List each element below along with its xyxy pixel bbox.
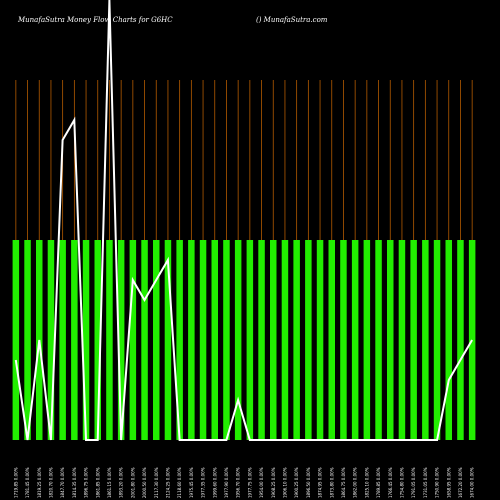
x-tick-label: 1896.50 0.00% (306, 467, 311, 498)
x-tick-label: 1731.05 0.00% (423, 467, 428, 498)
flow-bar (281, 240, 289, 440)
flow-bar (47, 240, 55, 440)
x-tick-label: 2124.25 0.00% (165, 467, 170, 498)
x-tick-label: 1999.60 0.00% (212, 467, 217, 498)
flow-bar (82, 240, 90, 440)
x-tick-label: 1862.00 0.00% (353, 467, 358, 498)
flow-bar (234, 240, 242, 440)
x-tick-label: 1864.75 0.00% (341, 467, 346, 498)
x-tick-label: 1820.70 0.00% (48, 467, 53, 498)
x-tick-label: 1873.80 0.00% (329, 467, 334, 498)
flow-bar (246, 240, 254, 440)
flow-bar (422, 240, 429, 440)
flow-bar (305, 240, 312, 440)
flow-bar (328, 240, 335, 440)
flow-bar (387, 240, 394, 440)
flow-bar (270, 240, 277, 440)
x-tick-label: 1750.90 0.00% (435, 467, 440, 498)
flow-bar (211, 240, 218, 440)
x-tick-label: 1906.10 0.00% (282, 467, 287, 498)
x-tick-label: 1874.95 0.00% (318, 467, 323, 498)
x-tick-label: 1789.85 0.00% (376, 467, 381, 498)
flow-bar (293, 240, 300, 440)
x-tick-label: 1954.00 0.00% (259, 467, 264, 498)
chart-title: MunafaSutra Money Flow Charts for G6HC (17, 16, 173, 24)
flow-bar (375, 240, 382, 440)
flow-bar (129, 240, 137, 440)
x-tick-label: 1896.75 0.00% (84, 467, 89, 498)
x-tick-label: 1977.35 0.00% (201, 467, 206, 498)
x-tick-label: 1847.70 0.00% (60, 467, 65, 498)
x-tick-label: 1956.70 0.00% (236, 467, 241, 498)
x-tick-label: 1908.25 0.00% (271, 467, 276, 498)
flow-bar (12, 240, 20, 440)
x-tick-label: 1900.25 0.00% (294, 467, 299, 498)
flow-bar (445, 240, 452, 440)
x-tick-label: 1672.20 0.00% (458, 467, 463, 498)
x-tick-label: 1977.90 0.00% (224, 467, 229, 498)
flow-bar (316, 240, 324, 440)
x-tick-label: 2118.60 0.00% (177, 467, 182, 498)
flow-bar (106, 240, 113, 440)
x-tick-label: 1825.10 0.00% (364, 467, 369, 498)
flow-bar (117, 240, 125, 440)
flow-bar (59, 240, 66, 440)
x-tick-label: 1975.45 0.00% (189, 467, 194, 498)
flow-bar (468, 240, 476, 440)
flow-bar (153, 240, 160, 440)
x-tick-label: 1893.20 0.00% (119, 467, 124, 498)
x-tick-label: 2000.50 0.00% (142, 467, 147, 498)
money-flow-line (14, 0, 473, 441)
x-tick-label: 2001.80 0.00% (130, 467, 135, 498)
flow-bar (457, 240, 464, 440)
x-tick-label: 1781.45 0.00% (25, 467, 30, 498)
x-tick-label: 1791.05 0.00% (411, 467, 416, 498)
x-axis-labels: 1719.85 0.00% 1781.45 0.00% 1819.25 0.00% 1… (13, 467, 474, 498)
flow-bar (223, 240, 230, 440)
flow-bar (188, 240, 195, 440)
flow-bar (141, 240, 148, 440)
flow-bar (164, 240, 172, 440)
x-tick-label: 1658.95 0.00% (446, 467, 451, 498)
flow-bar (340, 240, 347, 440)
x-tick-label: 1719.85 0.00% (13, 467, 18, 498)
x-tick-label: 1754.80 0.00% (399, 467, 404, 498)
flow-bar (94, 240, 101, 440)
x-tick-label: 1861.15 0.00% (107, 467, 112, 498)
flow-bar (199, 240, 207, 440)
x-tick-label: 1819.25 0.00% (37, 467, 42, 498)
flow-bar (258, 240, 265, 440)
x-tick-label: 1861.85 0.00% (95, 467, 100, 498)
x-tick-label: 1977.75 0.00% (247, 467, 252, 498)
flow-bar (351, 240, 359, 440)
x-tick-label: 1674.00 0.00% (470, 467, 475, 498)
flow-bar (410, 240, 417, 440)
flow-bar (398, 240, 406, 440)
flow-bar (24, 240, 31, 440)
x-tick-label: 1766.45 0.00% (388, 467, 393, 498)
site-credit: () MunafaSutra.com (256, 16, 328, 24)
flow-bar (433, 240, 441, 440)
flow-bar (71, 240, 78, 440)
flow-bar (363, 240, 371, 440)
flow-bar (176, 240, 183, 440)
x-tick-label: 2117.30 0.00% (154, 467, 159, 498)
x-tick-label: 1814.35 0.00% (72, 467, 77, 498)
